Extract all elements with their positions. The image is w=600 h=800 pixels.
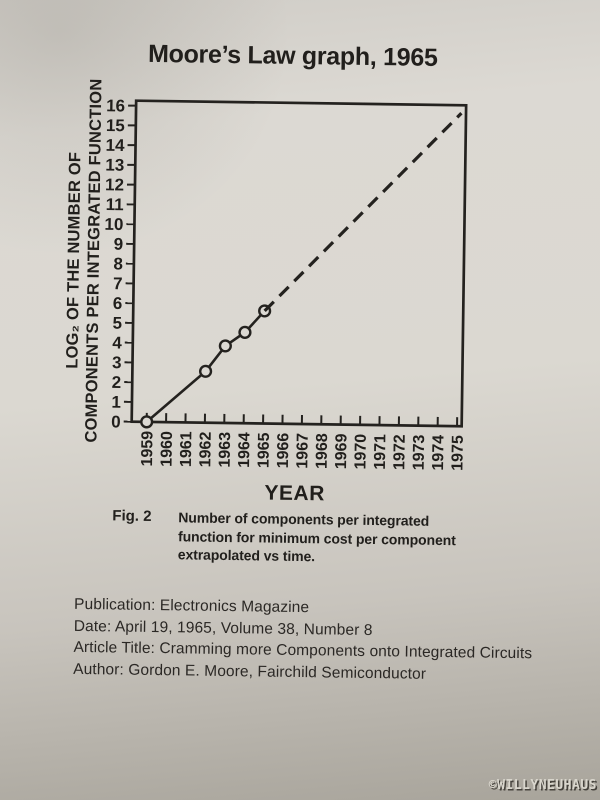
figure-caption: Fig. 2 Number of components per integrat… xyxy=(112,507,473,568)
x-tick-label: 1963 xyxy=(217,432,234,468)
x-tick-label: 1967 xyxy=(294,433,311,469)
data-point-marker xyxy=(218,339,232,353)
x-axis: 1959 1960 1961 1962 1963 1964 1965 1966 1967 1968… xyxy=(139,412,467,471)
y-tick-label: 16 xyxy=(106,96,125,115)
y-tick-label: 4 xyxy=(112,333,122,352)
caption-line: extrapolated vs time. xyxy=(177,546,316,565)
x-tick-label: 1970 xyxy=(352,434,369,470)
y-tick-label: 12 xyxy=(105,175,124,194)
y-axis-title: COMPONENTS PER INTEGRATED FUNCTION xyxy=(82,79,105,443)
y-tick-label: 5 xyxy=(112,314,122,333)
y-tick-label: 11 xyxy=(106,195,124,214)
y-tick-label: 9 xyxy=(114,235,124,254)
x-tick-label: 1972 xyxy=(391,434,408,470)
y-tick-label: 10 xyxy=(104,215,123,234)
x-tick-label: 1973 xyxy=(411,434,428,470)
figure-caption-text: Number of components per integrated func… xyxy=(178,508,456,567)
x-tick-label: 1969 xyxy=(333,433,350,469)
y-tick-label: 14 xyxy=(105,136,125,155)
y-tick-label: 8 xyxy=(113,254,123,273)
x-tick-label: 1962 xyxy=(197,431,214,467)
plot-frame xyxy=(130,99,468,428)
y-tick-label: 2 xyxy=(112,373,122,392)
x-tick-label: 1975 xyxy=(449,435,466,471)
publication-info: Publication: Electronics Magazine Date: … xyxy=(73,594,554,687)
figure-number: Fig. 2 xyxy=(112,507,152,525)
x-axis-title: YEAR xyxy=(264,482,325,506)
data-point-marker xyxy=(198,364,213,378)
x-tick-label: 1971 xyxy=(372,434,389,470)
data-point-marker xyxy=(238,325,252,339)
y-tick-label: 13 xyxy=(105,156,124,175)
x-tick-label: 1966 xyxy=(275,433,292,469)
x-tick-label: 1965 xyxy=(255,432,272,468)
data-point-marker xyxy=(140,415,154,429)
y-tick-label: 7 xyxy=(113,274,123,293)
x-tick-label: 1959 xyxy=(139,431,156,467)
y-tick-label: 0 xyxy=(111,412,121,431)
x-tick-label: 1961 xyxy=(178,431,195,467)
y-axis-title: LOG₂ OF THE NUMBER OF xyxy=(63,152,84,369)
y-tick-label: 6 xyxy=(113,294,123,313)
copyright-watermark: ©WILLYNEUHAUS xyxy=(488,778,597,793)
x-tick-label: 1964 xyxy=(236,432,253,468)
y-tick-label: 15 xyxy=(106,116,125,135)
y-tick-label: 3 xyxy=(112,353,122,372)
extrapolation-line xyxy=(263,112,463,313)
x-tick-label: 1960 xyxy=(158,431,175,467)
x-tick-label: 1968 xyxy=(314,433,331,469)
y-tick-label: 1 xyxy=(111,393,121,412)
x-tick-label: 1974 xyxy=(430,435,447,471)
